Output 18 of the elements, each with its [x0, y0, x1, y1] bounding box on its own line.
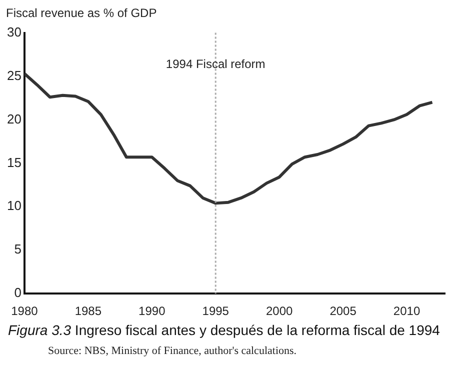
y-tick-label: 0 — [14, 285, 22, 300]
x-tick-label: 1985 — [74, 304, 102, 318]
y-tick-label: 25 — [6, 68, 22, 83]
text: Figura 3.3 Ingreso fiscal antes y después de la reforma fiscal de 1994 — [8, 322, 440, 338]
y-tick-label: 5 — [14, 242, 22, 257]
y-tick-label: 30 — [6, 24, 22, 40]
x-tick-label: 2010 — [393, 304, 420, 318]
x-tick-label: 2000 — [266, 304, 294, 318]
y-tick-label: 10 — [6, 198, 22, 214]
y-axis-title: Fiscal revenue as % of GDP — [6, 6, 157, 20]
x-tick-label: 1980 — [11, 304, 38, 318]
y-tick-label: 15 — [6, 154, 22, 170]
ref-line-label: 1994 Fiscal reform — [166, 57, 266, 72]
x-tick-label: 1995 — [202, 304, 230, 318]
y-tick-label: 20 — [6, 111, 22, 126]
x-tick-label: 2005 — [330, 304, 357, 318]
x-tick-label: 1990 — [138, 304, 166, 318]
source-note: Source: NBS, Ministry of Finance, author's calculations. — [48, 345, 297, 357]
